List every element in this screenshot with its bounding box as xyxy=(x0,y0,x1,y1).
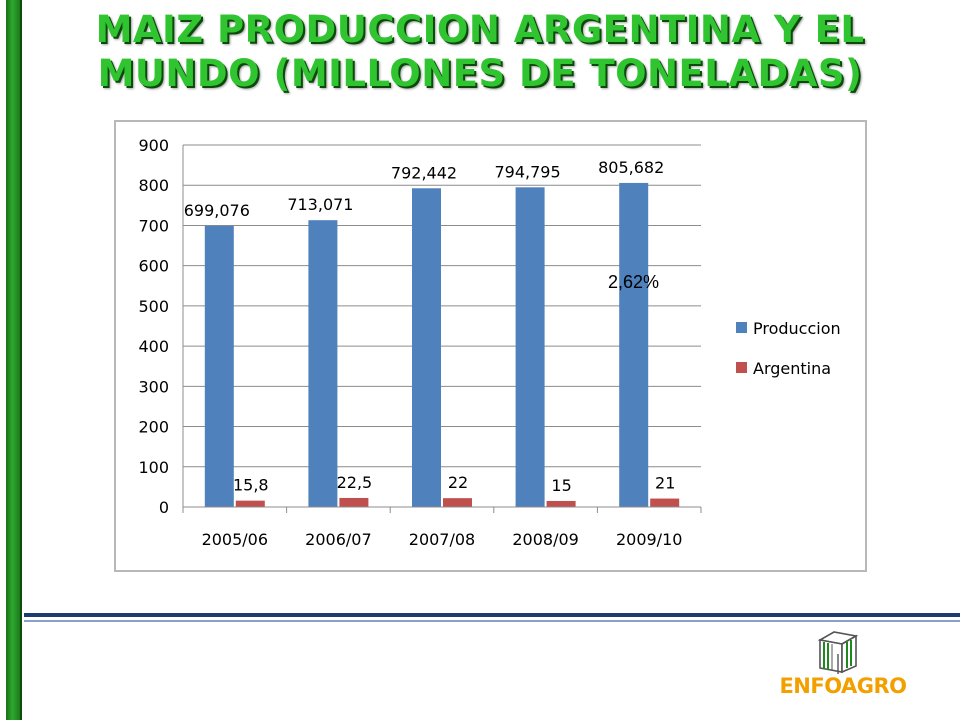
bar-produccion xyxy=(412,188,441,507)
legend-label-produccion: Produccion xyxy=(753,319,841,338)
left-accent-bar xyxy=(6,0,22,720)
y-tick-label: 800 xyxy=(138,176,169,195)
data-label-argentina: 22 xyxy=(448,473,468,492)
legend-swatch-argentina xyxy=(736,362,747,373)
bar-argentina xyxy=(443,498,472,507)
slide-title: MAIZ PRODUCCION ARGENTINA Y EL MUNDO (MI… xyxy=(95,8,865,95)
data-label-produccion: 805,682 xyxy=(598,158,664,177)
footer-rule-thin xyxy=(24,620,960,622)
y-tick-label: 100 xyxy=(138,458,169,477)
bar-produccion xyxy=(204,225,234,507)
x-tick-label: 2008/09 xyxy=(512,530,578,549)
y-tick-label: 200 xyxy=(138,418,169,437)
y-tick-label: 900 xyxy=(138,136,169,155)
chart-frame: 0 100 200 300 400 500 600 700 800 900 699,076 15,8 2… xyxy=(114,120,867,572)
y-tick-label: 700 xyxy=(138,216,169,235)
y-tick-label: 300 xyxy=(138,377,169,396)
data-label-produccion: 792,442 xyxy=(391,163,457,182)
x-tick-label: 2006/07 xyxy=(305,530,371,549)
bar-argentina xyxy=(235,500,265,507)
percentage-annotation: 2,62% xyxy=(608,272,660,292)
legend-swatch-produccion xyxy=(736,322,747,333)
data-label-argentina: 22,5 xyxy=(337,473,373,492)
data-label-argentina: 15,8 xyxy=(233,476,269,495)
data-label-produccion: 699,076 xyxy=(184,201,250,220)
legend-label-argentina: Argentina xyxy=(753,359,831,378)
data-label-argentina: 15 xyxy=(551,476,571,495)
bar-argentina xyxy=(546,500,576,507)
x-tick-label: 2009/10 xyxy=(616,530,682,549)
data-label-argentina: 21 xyxy=(655,474,675,493)
bar-argentina xyxy=(650,498,680,507)
enfoagro-logo: ENFOAGRO xyxy=(776,622,910,702)
footer-rule xyxy=(24,613,960,617)
x-tick-label: 2007/08 xyxy=(409,530,475,549)
bar-produccion xyxy=(308,220,338,507)
y-tick-label: 600 xyxy=(138,257,169,276)
data-label-produccion: 713,071 xyxy=(287,195,353,214)
bar-produccion xyxy=(619,182,649,507)
data-label-produccion: 794,795 xyxy=(495,162,561,181)
y-tick-label: 0 xyxy=(159,498,169,517)
x-tick-label: 2005/06 xyxy=(202,530,268,549)
bar-produccion xyxy=(515,187,545,507)
logo-text: ENFOAGRO xyxy=(779,674,907,698)
silo-icon xyxy=(817,631,859,674)
y-tick-label: 400 xyxy=(138,337,169,356)
y-tick-label: 500 xyxy=(138,297,169,316)
bar-argentina xyxy=(339,497,369,507)
bar-chart: 0 100 200 300 400 500 600 700 800 900 699,076 15,8 2… xyxy=(138,136,841,549)
